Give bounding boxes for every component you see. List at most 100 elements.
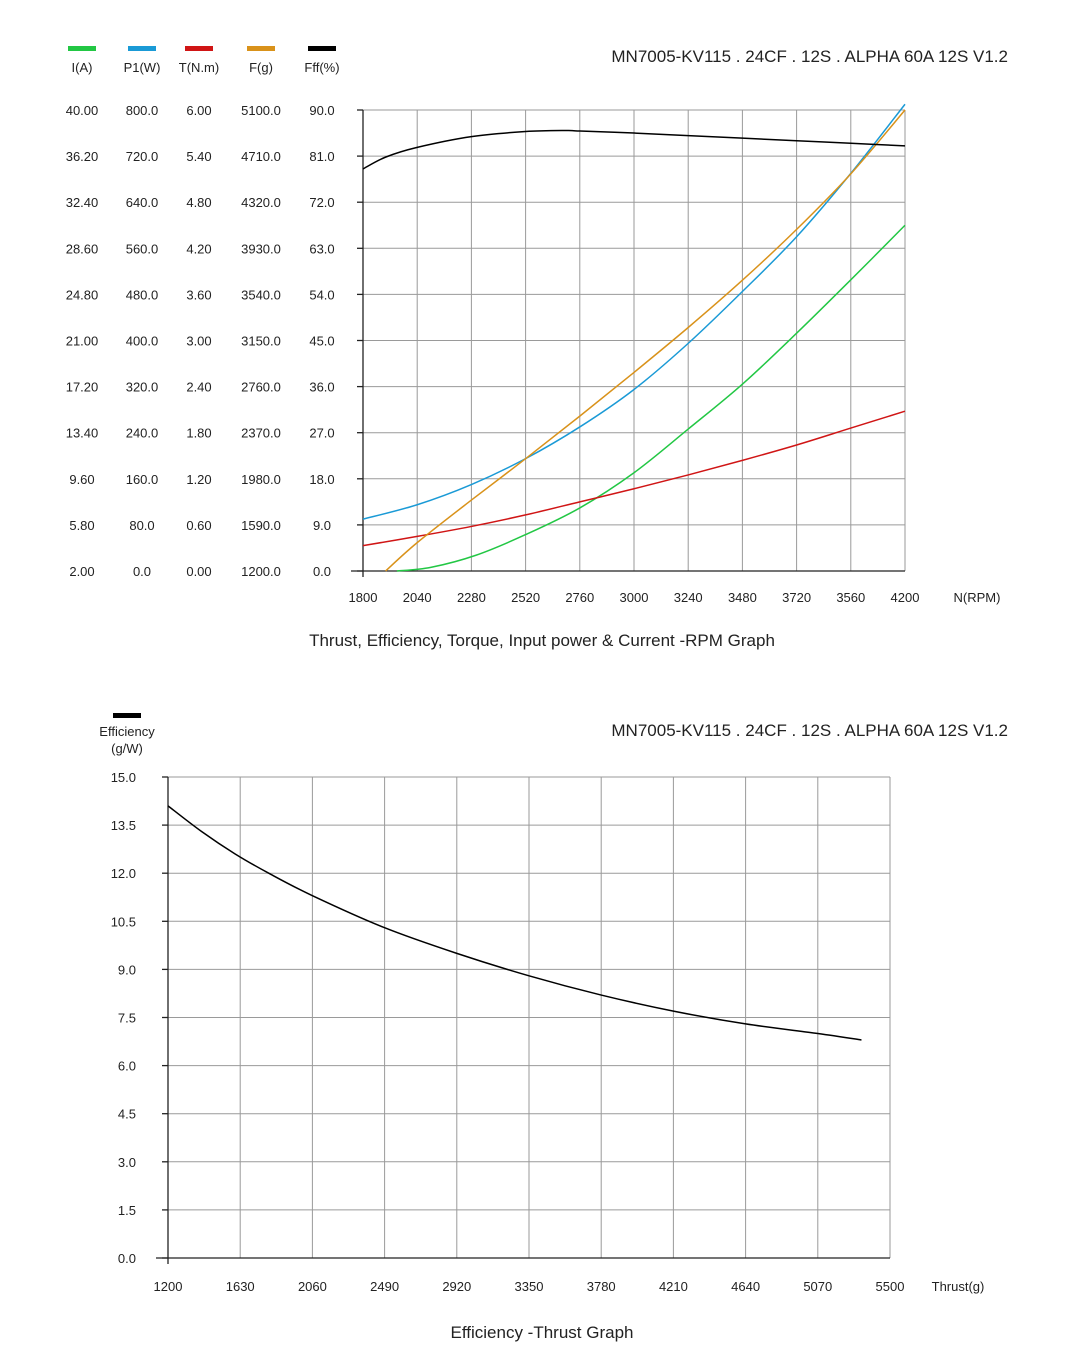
rpm-chart-y-tick-label: 400.0 <box>126 334 159 349</box>
thrust-chart-x-tick-label: 3780 <box>587 1279 616 1294</box>
rpm-chart-y-tick-label: 54.0 <box>309 287 334 302</box>
rpm-chart-title: MN7005-KV115 . 24CF . 12S . ALPHA 60A 12… <box>611 47 1008 66</box>
rpm-chart-legend-swatch-i <box>68 46 96 51</box>
thrust-chart-x-tick-label: 1200 <box>154 1279 183 1294</box>
rpm-chart-x-axis-label: N(RPM) <box>954 590 1001 605</box>
rpm-chart-y-tick-label: 3150.0 <box>241 334 281 349</box>
rpm-chart-y-tick-label: 1200.0 <box>241 564 281 579</box>
thrust-chart-y-tick-label: 9.0 <box>118 962 136 977</box>
rpm-chart-x-tick-label: 2280 <box>457 590 486 605</box>
thrust-chart-x-tick-label: 4640 <box>731 1279 760 1294</box>
rpm-chart-y-tick-label: 3930.0 <box>241 241 281 256</box>
rpm-chart-x-tick-label: 2760 <box>565 590 594 605</box>
rpm-chart-legend-label-p1: P1(W) <box>124 60 161 75</box>
thrust-chart-y-label-line1: Efficiency <box>99 724 155 739</box>
thrust-chart-y-tick-label: 15.0 <box>111 770 136 785</box>
rpm-chart-y-tick-label: 45.0 <box>309 334 334 349</box>
rpm-chart-y-ticks: 2.00 5.80 9.60 13.40 17.20 21.00 24.80 28.60 32.… <box>66 103 335 579</box>
rpm-chart-x-tick-label: 4200 <box>891 590 920 605</box>
thrust-chart-grid <box>156 776 891 1264</box>
rpm-chart-y-tick-label: 90.0 <box>309 103 334 118</box>
thrust-chart-y-tick-label: 7.5 <box>118 1011 136 1026</box>
rpm-chart-legend-label-eff: Fff(%) <box>304 60 339 75</box>
rpm-chart-legend-swatch-t <box>185 46 213 51</box>
rpm-chart-y-tick-label: 0.60 <box>186 518 211 533</box>
rpm-chart-x-tick-label: 3240 <box>674 590 703 605</box>
rpm-chart-y-tick-label: 72.0 <box>309 195 334 210</box>
rpm-chart-grid <box>351 109 906 577</box>
rpm-chart-y-tick-label: 63.0 <box>309 241 334 256</box>
rpm-chart-y-tick-label: 13.40 <box>66 426 99 441</box>
thrust-chart-x-tick-label: 2920 <box>442 1279 471 1294</box>
rpm-chart-y-tick-label: 2760.0 <box>241 380 281 395</box>
thrust-chart-x-tick-label: 3350 <box>515 1279 544 1294</box>
rpm-chart-y-tick-label: 2370.0 <box>241 426 281 441</box>
rpm-chart-y-tick-label: 5.40 <box>186 149 211 164</box>
thrust-chart-y-tick-label: 10.5 <box>111 914 136 929</box>
rpm-chart-y-tick-label: 17.20 <box>66 380 99 395</box>
rpm-chart-y-tick-label: 240.0 <box>126 426 159 441</box>
thrust-chart-caption: Efficiency -Thrust Graph <box>451 1323 634 1342</box>
rpm-chart-y-tick-label: 40.00 <box>66 103 99 118</box>
thrust-chart-y-ticks: 0.0 1.5 3.0 4.5 6.0 7.5 9.0 10.5 12.0 13.5 15.0 <box>111 770 136 1266</box>
rpm-chart-x-tick-label: 3480 <box>728 590 757 605</box>
rpm-chart-caption: Thrust, Efficiency, Torque, Input power … <box>309 631 775 650</box>
thrust-chart-y-tick-label: 0.0 <box>118 1251 136 1266</box>
rpm-chart-y-tick-label: 80.0 <box>129 518 154 533</box>
rpm-chart-series <box>362 103 906 572</box>
rpm-chart-legend-label-i: I(A) <box>72 60 93 75</box>
rpm-chart-legend-label-f: F(g) <box>249 60 273 75</box>
rpm-chart-y-tick-label: 800.0 <box>126 103 159 118</box>
rpm-chart-y-tick-label: 18.0 <box>309 472 334 487</box>
thrust-chart-x-tick-label: 4210 <box>659 1279 688 1294</box>
rpm-chart-x-tick-label: 2040 <box>403 590 432 605</box>
rpm-chart-y-tick-label: 1980.0 <box>241 472 281 487</box>
rpm-chart-y-tick-label: 3.60 <box>186 287 211 302</box>
rpm-chart-y-tick-label: 9.0 <box>313 518 331 533</box>
rpm-chart-x-tick-label: 2520 <box>511 590 540 605</box>
thrust-chart-y-tick-label: 3.0 <box>118 1155 136 1170</box>
rpm-chart-y-tick-label: 320.0 <box>126 380 159 395</box>
rpm-chart-y-tick-label: 720.0 <box>126 149 159 164</box>
rpm-chart-y-tick-label: 1.80 <box>186 426 211 441</box>
thrust-chart-legend-swatch <box>113 713 141 718</box>
rpm-chart-x-tick-label: 1800 <box>349 590 378 605</box>
rpm-chart-legend-label-t: T(N.m) <box>179 60 219 75</box>
rpm-chart-legend-swatch-f <box>247 46 275 51</box>
rpm-chart-y-tick-label: 9.60 <box>69 472 94 487</box>
thrust-chart-x-tick-label: 5500 <box>876 1279 905 1294</box>
rpm-chart-y-tick-label: 2.40 <box>186 380 211 395</box>
thrust-chart-x-tick-label: 1630 <box>226 1279 255 1294</box>
rpm-chart-y-tick-label: 81.0 <box>309 149 334 164</box>
thrust-chart-y-tick-label: 13.5 <box>111 818 136 833</box>
rpm-chart-y-tick-label: 6.00 <box>186 103 211 118</box>
rpm-chart-y-tick-label: 0.0 <box>313 564 331 579</box>
rpm-chart-y-tick-label: 560.0 <box>126 241 159 256</box>
thrust-chart-y-tick-label: 4.5 <box>118 1107 136 1122</box>
rpm-chart-y-tick-label: 28.60 <box>66 241 99 256</box>
thrust-chart-x-tick-label: 5070 <box>803 1279 832 1294</box>
rpm-chart-y-tick-label: 5.80 <box>69 518 94 533</box>
thrust-chart-series <box>167 805 862 1041</box>
rpm-chart-x-tick-label: 3560 <box>836 590 865 605</box>
rpm-chart-y-tick-label: 160.0 <box>126 472 159 487</box>
rpm-chart-y-tick-label: 5100.0 <box>241 103 281 118</box>
rpm-chart-y-tick-label: 2.00 <box>69 564 94 579</box>
rpm-chart-line-eff <box>362 129 906 170</box>
rpm-chart-y-tick-label: 640.0 <box>126 195 159 210</box>
rpm-chart-y-tick-label: 36.0 <box>309 380 334 395</box>
rpm-chart-legend: I(A) P1(W) T(N.m) F(g) Fff(%) <box>68 46 340 75</box>
thrust-chart-title: MN7005-KV115 . 24CF . 12S . ALPHA 60A 12… <box>611 721 1008 740</box>
rpm-chart-x-ticks: 1800 2040 2280 2520 2760 3000 3240 3480 3720 3560… <box>349 590 920 605</box>
rpm-chart-legend-swatch-p1 <box>128 46 156 51</box>
thrust-chart-x-ticks: 1200 1630 2060 2490 2920 3350 3780 4210 4640 5070… <box>154 1279 905 1294</box>
rpm-chart-y-tick-label: 3540.0 <box>241 287 281 302</box>
rpm-chart-x-tick-label: 3000 <box>620 590 649 605</box>
rpm-chart-y-tick-label: 4710.0 <box>241 149 281 164</box>
rpm-chart-y-tick-label: 36.20 <box>66 149 99 164</box>
thrust-chart-x-tick-label: 2060 <box>298 1279 327 1294</box>
rpm-chart-legend-swatch-eff <box>308 46 336 51</box>
rpm-chart-line-p1 <box>362 103 906 520</box>
rpm-chart-y-tick-label: 0.0 <box>133 564 151 579</box>
